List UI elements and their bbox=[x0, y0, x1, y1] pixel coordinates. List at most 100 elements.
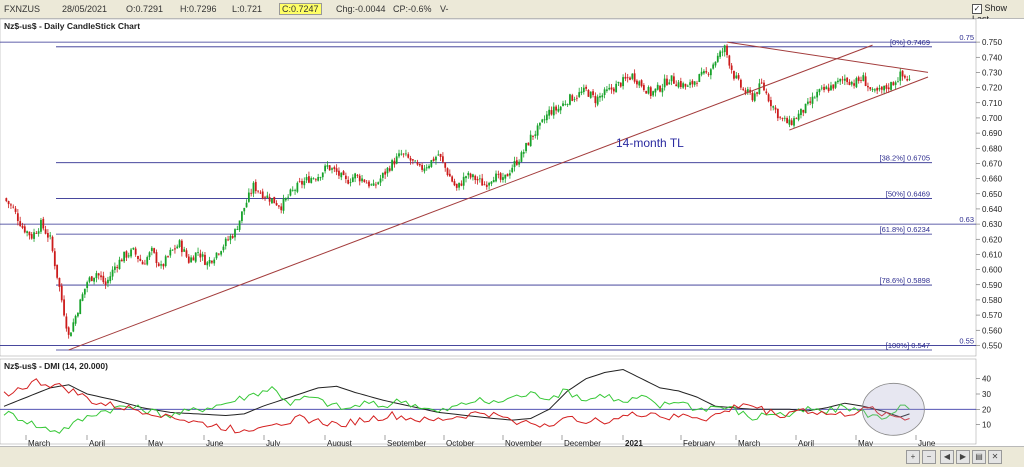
chart-close-icon[interactable]: ✕ bbox=[988, 450, 1002, 464]
candle-body bbox=[569, 94, 571, 105]
candle-body bbox=[328, 165, 331, 171]
candle-body bbox=[647, 87, 650, 94]
chart-canvas[interactable]: Nz$-us$ - Daily CandleStick Chart Nz$-us… bbox=[0, 19, 1024, 446]
candle-body bbox=[696, 82, 698, 84]
price-y-tick-label: 0.570 bbox=[982, 311, 1003, 320]
candle-body bbox=[137, 255, 139, 259]
price-chart-title: Nz$-us$ - Daily CandleStick Chart bbox=[4, 21, 140, 31]
candle-body bbox=[458, 182, 460, 188]
candle-body bbox=[146, 257, 149, 265]
candle-body bbox=[682, 83, 685, 88]
candle-body bbox=[393, 160, 396, 165]
candle-body bbox=[476, 179, 479, 181]
candle-body bbox=[760, 82, 763, 84]
candle-body bbox=[215, 252, 218, 259]
candle-body bbox=[107, 279, 109, 284]
candle-body bbox=[548, 109, 551, 116]
chart-toolbar: FXNZUS 28/05/2021 O:0.7291 H:0.7296 L:0.… bbox=[0, 0, 1024, 24]
candle-body bbox=[827, 87, 830, 92]
candle-body bbox=[645, 90, 648, 94]
candle-body bbox=[414, 160, 417, 162]
candle-body bbox=[155, 252, 158, 264]
candle-body bbox=[416, 162, 419, 165]
scroll-bar[interactable]: + − ◀ ▶ ▤ ✕ bbox=[0, 446, 1024, 467]
candle-body bbox=[58, 277, 61, 288]
candle-body bbox=[661, 88, 664, 93]
candle-body bbox=[164, 256, 167, 266]
candle-body bbox=[885, 85, 888, 89]
candle-body bbox=[610, 87, 613, 90]
price-y-tick-label: 0.670 bbox=[982, 159, 1003, 168]
candle-body bbox=[372, 183, 375, 186]
candle-body bbox=[338, 170, 340, 176]
candle-body bbox=[811, 96, 814, 104]
low-label: L:0.721 bbox=[232, 4, 263, 14]
candle-body bbox=[178, 240, 181, 248]
candle-body bbox=[190, 257, 193, 263]
candle-body bbox=[277, 205, 280, 207]
candle-body bbox=[735, 75, 738, 79]
chart-settings-icon[interactable]: ▤ bbox=[972, 450, 986, 464]
candle-body bbox=[160, 264, 162, 266]
candle-body bbox=[266, 195, 269, 198]
x-month-label: March bbox=[28, 439, 50, 446]
candle-body bbox=[134, 248, 137, 255]
candle-body bbox=[539, 122, 541, 126]
candle-body bbox=[483, 184, 486, 186]
candle-body bbox=[312, 178, 315, 180]
candle-body bbox=[887, 87, 890, 90]
candle-body bbox=[363, 179, 366, 182]
price-y-tick-label: 0.550 bbox=[982, 341, 1003, 350]
zoom-out-icon[interactable]: − bbox=[922, 450, 936, 464]
candle-body bbox=[33, 232, 35, 239]
candle-body bbox=[850, 81, 853, 85]
candle-body bbox=[698, 74, 701, 82]
candle-body bbox=[411, 159, 414, 161]
candle-body bbox=[386, 167, 389, 174]
candle-body bbox=[12, 206, 15, 208]
candle-body bbox=[171, 249, 174, 251]
candle-body bbox=[714, 61, 717, 66]
candle-body bbox=[739, 79, 742, 88]
scroll-right-icon[interactable]: ▶ bbox=[956, 450, 970, 464]
symbol-label: FXNZUS bbox=[4, 4, 40, 14]
candle-body bbox=[326, 165, 329, 167]
candle-body bbox=[234, 229, 236, 238]
candle-body bbox=[490, 181, 493, 184]
candle-body bbox=[545, 114, 548, 121]
candle-body bbox=[111, 269, 114, 277]
scroll-left-icon[interactable]: ◀ bbox=[940, 450, 954, 464]
price-y-tick-label: 0.630 bbox=[982, 220, 1003, 229]
candle-body bbox=[649, 87, 652, 96]
candle-body bbox=[192, 257, 195, 261]
candle-body bbox=[566, 104, 569, 105]
candle-body bbox=[832, 84, 835, 89]
candle-body bbox=[40, 219, 42, 232]
dmi-y-tick-label: 20 bbox=[982, 405, 991, 414]
candle-body bbox=[804, 103, 807, 114]
symbol-menu-button[interactable]: V- bbox=[440, 4, 449, 14]
candle-body bbox=[723, 45, 726, 53]
candle-body bbox=[518, 161, 521, 165]
candle-body bbox=[753, 93, 756, 101]
candle-body bbox=[86, 282, 89, 289]
candle-body bbox=[430, 160, 433, 167]
candle-body bbox=[437, 154, 440, 156]
candle-body bbox=[675, 84, 678, 87]
zoom-in-icon[interactable]: + bbox=[906, 450, 920, 464]
candle-body bbox=[790, 120, 793, 125]
candle-body bbox=[869, 87, 872, 90]
show-last-toggle[interactable]: ✓ Show Last bbox=[972, 3, 1022, 24]
candle-body bbox=[709, 69, 712, 76]
candle-body bbox=[344, 175, 347, 180]
candle-body bbox=[35, 233, 38, 234]
candle-body bbox=[141, 261, 144, 265]
candle-body bbox=[716, 55, 719, 62]
candle-body bbox=[375, 184, 377, 186]
candle-body bbox=[238, 220, 241, 230]
candle-body bbox=[83, 288, 86, 295]
candle-body bbox=[291, 189, 294, 191]
dmi-series-di bbox=[3, 386, 910, 434]
candle-body bbox=[7, 201, 10, 205]
show-last-checkbox[interactable]: ✓ bbox=[972, 3, 982, 14]
